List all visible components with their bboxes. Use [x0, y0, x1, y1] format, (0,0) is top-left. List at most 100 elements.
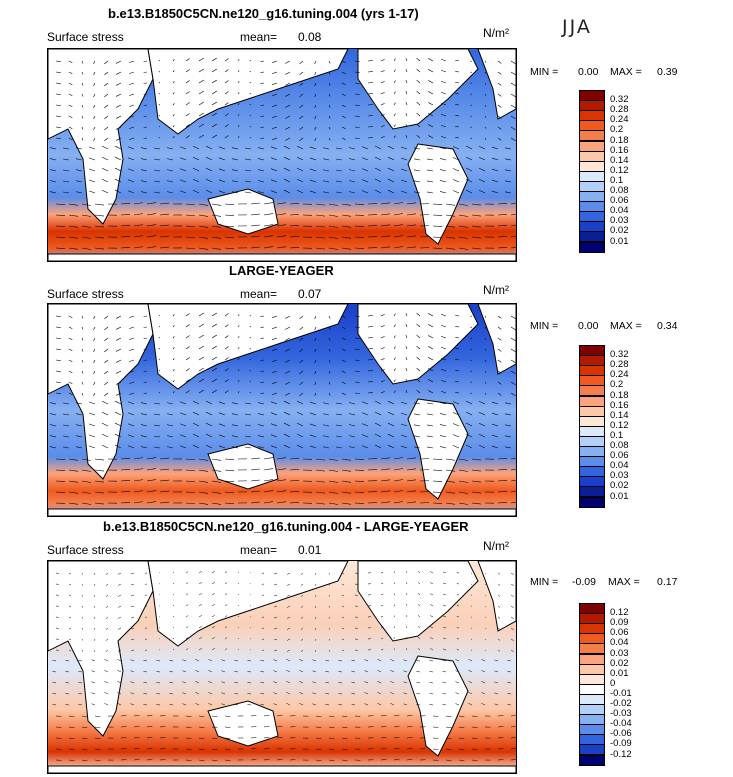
stress-arrow: [335, 446, 343, 449]
stress-arrow: [430, 582, 434, 585]
stress-arrow: [158, 82, 161, 84]
stress-arrow: [416, 389, 421, 394]
stress-arrow: [211, 334, 217, 339]
stress-arrow: [143, 359, 148, 361]
stress-arrow: [114, 167, 122, 172]
stress-arrow: [55, 491, 66, 493]
stress-arrow: [81, 726, 88, 729]
colorbar-label: 0.12: [610, 607, 629, 619]
stress-arrow: [49, 169, 57, 172]
stress-arrow: [133, 714, 140, 717]
stress-arrow: [198, 715, 205, 718]
stress-arrow: [428, 390, 434, 394]
stress-arrow: [115, 392, 122, 396]
stress-arrow: [429, 704, 434, 706]
stress-arrow: [328, 491, 339, 494]
stress-arrow: [75, 402, 83, 405]
stress-arrow: [445, 715, 452, 718]
stress-arrow: [263, 246, 274, 249]
stress-arrow: [341, 469, 352, 472]
stress-arrow: [244, 169, 252, 172]
stress-arrow: [393, 582, 396, 585]
panel3-max-value: 0.17: [657, 576, 678, 588]
stress-arrow: [272, 370, 278, 373]
stress-arrow: [393, 58, 396, 62]
stress-arrow: [250, 748, 257, 750]
stress-arrow: [416, 704, 421, 706]
stress-arrow: [322, 180, 330, 183]
stress-arrow: [159, 224, 170, 227]
stress-arrow: [387, 156, 395, 161]
stress-arrow: [426, 413, 434, 416]
stress-arrow: [55, 348, 61, 351]
stress-arrow: [237, 637, 239, 640]
stress-arrow: [158, 93, 161, 95]
stress-arrow: [328, 638, 330, 641]
colorbar-label: -0.02: [610, 698, 632, 709]
panel3-mean-value: 0.01: [298, 543, 322, 557]
stress-arrow: [510, 82, 516, 87]
stress-arrow: [211, 389, 217, 394]
stress-arrow: [380, 92, 385, 95]
stress-arrow: [224, 214, 235, 217]
stress-arrow: [285, 60, 291, 64]
stress-arrow: [354, 502, 365, 504]
stress-arrow: [335, 169, 343, 172]
stress-arrow: [416, 323, 421, 328]
stress-arrow: [341, 359, 346, 362]
australia: [207, 700, 279, 747]
stress-arrow: [68, 225, 79, 228]
stress-arrow: [393, 736, 400, 739]
colorbar-label: 0.18: [610, 389, 629, 401]
stress-arrow: [133, 479, 144, 482]
stress-arrow: [94, 236, 105, 239]
stress-arrow: [465, 156, 473, 161]
stress-arrow: [471, 737, 478, 739]
stress-arrow: [81, 203, 92, 206]
stress-arrow: [478, 411, 486, 416]
stress-arrow: [231, 158, 239, 161]
stress-arrow: [481, 659, 486, 662]
stress-arrow: [224, 80, 229, 84]
stress-arrow: [367, 71, 373, 73]
stress-arrow: [283, 167, 291, 172]
stress-arrow: [510, 572, 514, 575]
stress-arrow: [299, 370, 304, 375]
stress-arrow: [249, 82, 252, 84]
colorbar-label: -0.09: [610, 738, 632, 750]
stress-arrow: [510, 348, 516, 353]
stress-arrow: [445, 748, 452, 751]
stress-arrow: [416, 57, 421, 62]
stress-arrow: [367, 137, 373, 139]
stress-arrow: [143, 370, 148, 372]
stress-arrow: [300, 572, 304, 575]
stress-arrow: [129, 82, 135, 85]
stress-arrow: [328, 326, 331, 330]
stress-arrow: [49, 413, 57, 416]
stress-arrow: [75, 413, 83, 416]
stress-arrow: [510, 616, 514, 619]
stress-arrow: [380, 615, 384, 618]
stress-arrow: [413, 169, 421, 172]
stress-arrow: [133, 747, 140, 750]
stress-arrow: [361, 423, 369, 427]
stress-arrow: [406, 626, 408, 629]
stress-arrow: [406, 490, 417, 493]
stress-arrow: [504, 180, 512, 183]
stress-arrow: [380, 114, 385, 117]
stress-arrow: [104, 137, 109, 142]
stress-arrow: [104, 60, 109, 65]
stress-arrow: [244, 424, 252, 427]
stress-arrow: [211, 491, 222, 494]
stress-arrow: [249, 60, 252, 62]
stress-arrow: [55, 370, 61, 373]
stress-arrow: [91, 703, 96, 706]
stress-arrow: [237, 626, 239, 629]
stress-arrow: [315, 225, 326, 228]
stress-arrow: [393, 725, 400, 728]
stress-arrow: [380, 125, 385, 128]
stress-arrow: [211, 203, 222, 206]
stress-arrow: [101, 422, 109, 427]
stress-arrow: [55, 315, 61, 318]
stress-arrow: [166, 402, 174, 405]
